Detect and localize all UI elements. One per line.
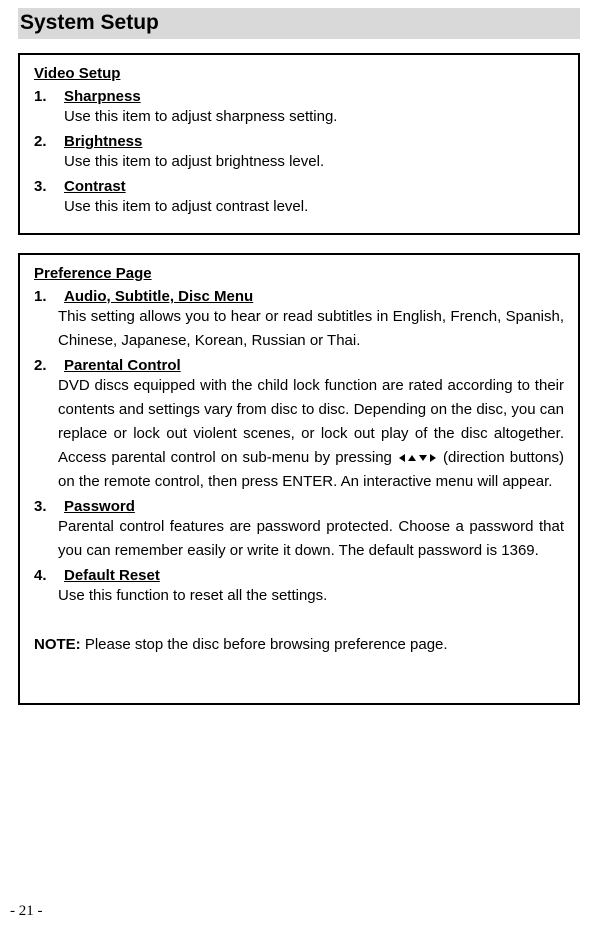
item-desc: Use this item to adjust brightness level… [64,150,564,174]
note: NOTE: Please stop the disc before browsi… [34,636,564,653]
item-label: Sharpness [64,88,141,105]
item-number: 3. [34,498,64,515]
preference-page-box: Preference Page 1. Audio, Subtitle, Disc… [18,253,580,705]
item-number: 2. [34,133,64,150]
item-label: Contrast [64,178,126,195]
pref-item-3: 3. Password [34,498,564,515]
item-label: Password [64,498,135,515]
item-desc: Use this item to adjust contrast level. [64,195,564,219]
item-label: Default Reset [64,567,160,584]
video-item-2: 2. Brightness [34,133,564,150]
item-label: Parental Control [64,357,181,374]
video-setup-box: Video Setup 1. Sharpness Use this item t… [18,53,580,235]
pref-item-4: 4. Default Reset [34,567,564,584]
item-number: 1. [34,288,64,305]
video-setup-heading: Video Setup [34,65,564,82]
page-number: - 21 - [10,903,43,920]
item-desc: Use this function to reset all the setti… [58,584,564,608]
item-label: Audio, Subtitle, Disc Menu [64,288,253,305]
item-desc: Parental control features are password p… [58,515,564,563]
note-label: NOTE: [34,636,81,653]
note-text: Please stop the disc before browsing pre… [81,636,448,653]
item-desc: DVD discs equipped with the child lock f… [58,374,564,494]
preference-heading: Preference Page [34,265,564,282]
item-number: 4. [34,567,64,584]
item-number: 3. [34,178,64,195]
item-desc: This setting allows you to hear or read … [58,305,564,353]
direction-buttons-icon [399,454,436,462]
item-number: 2. [34,357,64,374]
page-title: System Setup [18,8,580,39]
item-desc: Use this item to adjust sharpness settin… [64,105,564,129]
video-item-1: 1. Sharpness [34,88,564,105]
item-number: 1. [34,88,64,105]
pref-item-1: 1. Audio, Subtitle, Disc Menu [34,288,564,305]
video-item-3: 3. Contrast [34,178,564,195]
item-label: Brightness [64,133,142,150]
pref-item-2: 2. Parental Control [34,357,564,374]
